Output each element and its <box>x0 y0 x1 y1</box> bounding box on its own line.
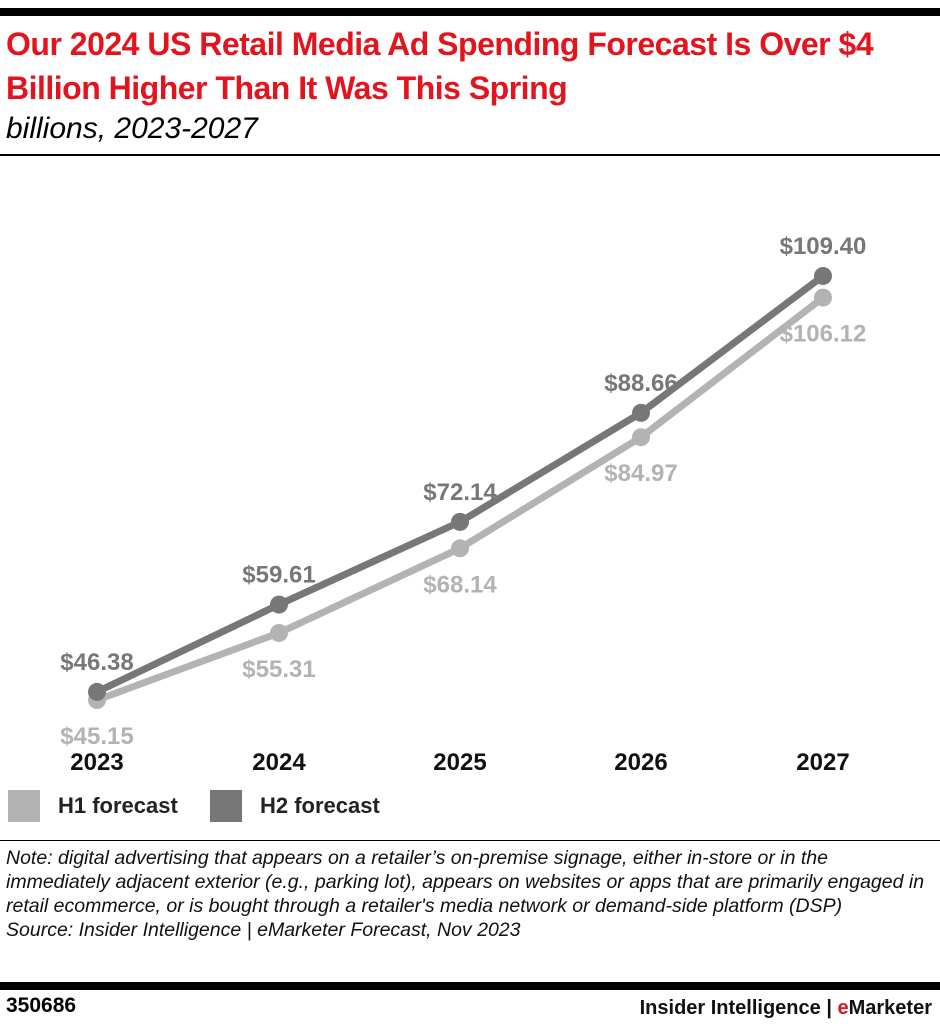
x-tick-label: 2026 <box>614 749 667 776</box>
data-point <box>270 595 288 614</box>
data-label: $88.66 <box>604 370 677 397</box>
data-label: $106.12 <box>780 321 867 348</box>
header-rule <box>0 154 940 156</box>
legend-label-h1: H1 forecast <box>58 793 178 818</box>
data-point <box>814 266 832 285</box>
data-label: $55.31 <box>242 656 315 683</box>
data-point <box>632 428 650 447</box>
note-rule <box>0 840 940 841</box>
data-point <box>632 403 650 422</box>
chart-id: 350686 <box>6 994 77 1017</box>
legend-label-h2: H2 forecast <box>260 793 380 818</box>
brand-e: e <box>837 997 849 1019</box>
data-point <box>451 512 469 531</box>
data-point <box>451 539 469 558</box>
top-rule <box>0 8 940 16</box>
source-text: Source: Insider Intelligence | eMarketer… <box>6 919 521 941</box>
legend-h1: H1 forecast <box>8 790 178 822</box>
data-point <box>270 623 288 642</box>
data-label: $109.40 <box>780 233 867 260</box>
data-point <box>814 288 832 307</box>
footer-rule <box>0 982 940 990</box>
data-label: $84.97 <box>604 460 677 487</box>
legend-swatch-h1 <box>8 790 40 822</box>
data-point <box>88 682 106 701</box>
x-tick-label: 2025 <box>433 749 486 776</box>
legend-swatch-h2 <box>210 790 242 822</box>
chart-subtitle: billions, 2023-2027 <box>6 112 258 145</box>
data-label: $68.14 <box>423 571 497 598</box>
data-label: $45.15 <box>60 723 133 750</box>
note-text: Note: digital advertising that appears o… <box>6 847 925 917</box>
x-tick-label: 2024 <box>252 749 306 776</box>
brand-rest: Marketer <box>848 997 932 1019</box>
data-label: $59.61 <box>242 562 315 589</box>
x-tick-label: 2027 <box>796 749 849 776</box>
data-label: $46.38 <box>60 649 133 676</box>
legend-h2: H2 forecast <box>210 790 380 822</box>
x-tick-label: 2023 <box>70 749 123 776</box>
chart-title: Our 2024 US Retail Media Ad Spending For… <box>6 26 874 106</box>
brand-prefix: Insider Intelligence | <box>639 997 838 1019</box>
brand-logo: Insider Intelligence | eMarketer <box>640 997 932 1020</box>
line-chart: $45.15 $55.31 $68.14 $84.97 $106.12 $46.38 $59… <box>60 233 867 776</box>
note: Note: digital advertising that appears o… <box>6 846 931 942</box>
data-label: $72.14 <box>423 479 497 506</box>
